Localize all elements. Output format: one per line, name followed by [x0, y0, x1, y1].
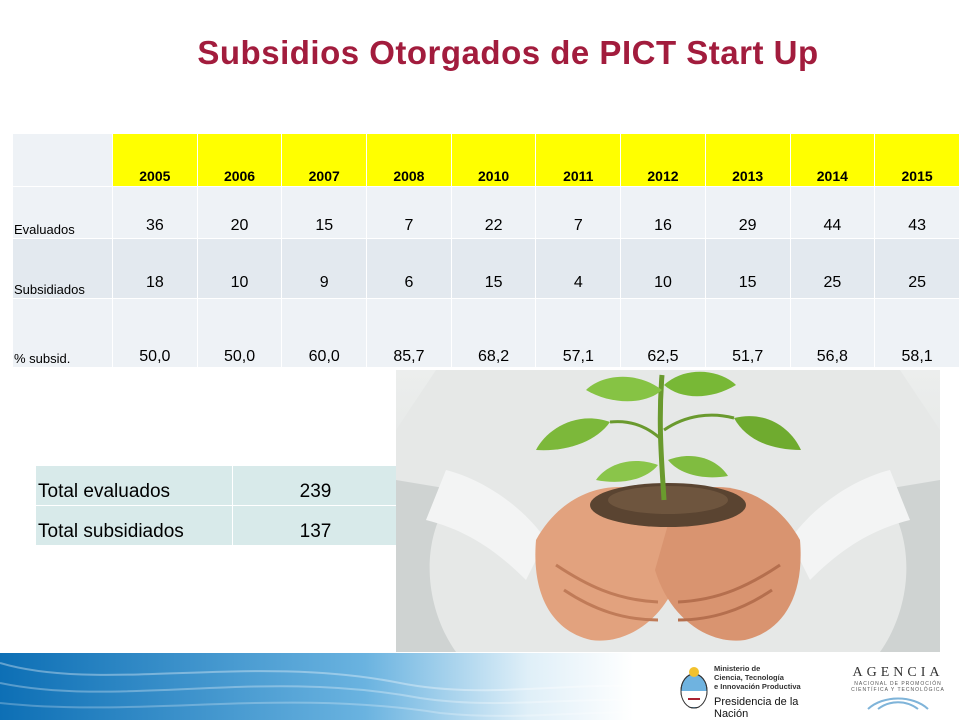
seedling-photo: [396, 370, 940, 652]
table-header-row: 2005 2006 2007 2008 2010 2011 2012 2013 …: [12, 133, 960, 187]
table-cell: 15: [704, 238, 791, 299]
agencia-logo: AGENCIA NACIONAL DE PROMOCIÓN CIENTÍFICA…: [848, 665, 948, 711]
table-cell: 25: [789, 238, 876, 299]
year-header: 2014: [789, 133, 876, 187]
coat-of-arms-icon: [680, 667, 708, 709]
table-cell: 20: [196, 186, 283, 239]
table-cell: 4: [535, 238, 622, 299]
table-cell: 68,2: [450, 298, 537, 368]
year-header: 2013: [704, 133, 791, 187]
table-cell: 43: [874, 186, 960, 239]
totals-row: Total evaluados 239: [35, 465, 397, 506]
agencia-subtitle: CIENTÍFICA Y TECNOLÓGICA: [851, 687, 945, 693]
ministerio-line: Ciencia, Tecnología: [714, 673, 784, 682]
table-cell: 15: [450, 238, 537, 299]
agencia-sun-icon: [867, 697, 929, 710]
table-cell: 29: [704, 186, 791, 239]
row-label: Subsidiados: [12, 238, 113, 299]
table-cell: 7: [366, 186, 452, 239]
table-cell: 51,7: [704, 298, 791, 368]
table-cell: 57,1: [535, 298, 622, 368]
table-corner-cell: [12, 133, 113, 187]
table-cell: 10: [620, 238, 706, 299]
subsidies-table: 2005 2006 2007 2008 2010 2011 2012 2013 …: [12, 133, 960, 368]
table-cell: 85,7: [366, 298, 452, 368]
table-cell: 10: [196, 238, 283, 299]
ministerio-text: Ministerio de Ciencia, Tecnología e Inno…: [714, 664, 801, 691]
year-header: 2010: [450, 133, 537, 187]
table-cell: 44: [789, 186, 876, 239]
presidencia-text: Presidencia de la Nación: [714, 696, 799, 720]
table-cell: 36: [112, 186, 198, 239]
year-header: 2011: [535, 133, 622, 187]
page-title: Subsidios Otorgados de PICT Start Up: [197, 34, 819, 71]
table-cell: 62,5: [620, 298, 706, 368]
totals-label: Total evaluados: [35, 465, 233, 506]
year-header: 2012: [620, 133, 706, 187]
table-cell: 6: [366, 238, 452, 299]
table-row-subsidiados: Subsidiados 18 10 9 6 15 4 10 15 25 25: [12, 238, 960, 299]
year-header: 2007: [281, 133, 368, 187]
ministerio-line: e Innovación Productiva: [714, 682, 801, 691]
wave-pattern: [0, 662, 700, 719]
seedling-in-hands-icon: [396, 370, 940, 652]
year-header: 2008: [366, 133, 452, 187]
table-cell: 15: [281, 186, 368, 239]
ministerio-logo: Ministerio de Ciencia, Tecnología e Inno…: [678, 663, 826, 720]
table-cell: 16: [620, 186, 706, 239]
row-label: Evaluados: [12, 186, 113, 239]
totals-value: 137: [232, 505, 397, 546]
table-row-porcentaje: % subsid. 50,0 50,0 60,0 85,7 68,2 57,1 …: [12, 298, 960, 368]
table-cell: 60,0: [281, 298, 368, 368]
table-cell: 56,8: [789, 298, 876, 368]
totals-table: Total evaluados 239 Total subsidiados 13…: [35, 465, 397, 546]
row-label: % subsid.: [12, 298, 113, 368]
totals-row: Total subsidiados 137: [35, 505, 397, 546]
footer-banner: Ministerio de Ciencia, Tecnología e Inno…: [0, 653, 960, 720]
table-cell: 58,1: [874, 298, 960, 368]
table-cell: 25: [874, 238, 960, 299]
table-cell: 50,0: [196, 298, 283, 368]
year-header: 2015: [874, 133, 960, 187]
totals-label: Total subsidiados: [35, 505, 233, 546]
table-cell: 50,0: [112, 298, 198, 368]
agencia-subtitle: NACIONAL DE PROMOCIÓN: [854, 681, 942, 687]
year-header: 2006: [196, 133, 283, 187]
year-header: 2005: [112, 133, 198, 187]
table-row-evaluados: Evaluados 36 20 15 7 22 7 16 29 44 43: [12, 186, 960, 239]
table-cell: 9: [281, 238, 368, 299]
table-cell: 7: [535, 186, 622, 239]
totals-value: 239: [232, 465, 397, 506]
ministerio-line: Ministerio de: [714, 664, 761, 673]
table-cell: 18: [112, 238, 198, 299]
table-cell: 22: [450, 186, 537, 239]
agencia-title: AGENCIA: [852, 665, 944, 680]
